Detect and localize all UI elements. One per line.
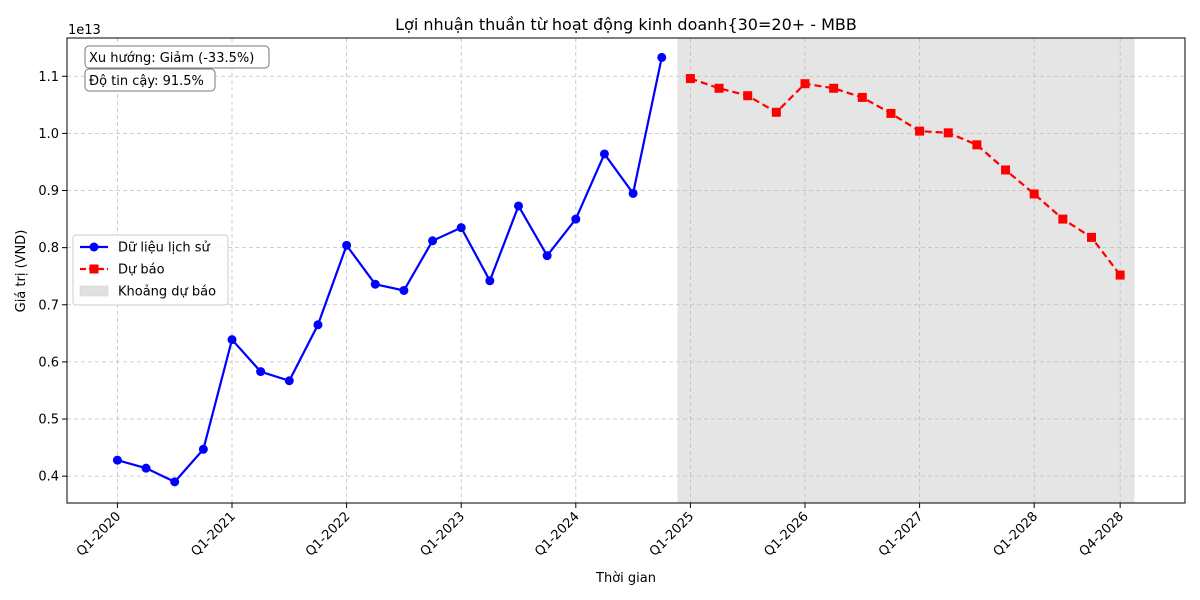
forecast-point [857,92,867,102]
legend-label: Khoảng dự báo [118,285,216,300]
x-tick-label: Q1-2028 [991,509,1041,559]
historical-point [485,276,495,286]
forecast-point [714,83,724,93]
legend-swatch-band [79,285,109,297]
x-axis-label: Thời gian [595,571,656,586]
forecast-point [972,140,982,150]
forecast-point [1029,189,1039,199]
x-tick-label: Q1-2020 [74,509,124,559]
forecast-point [915,126,925,136]
y-tick-label: 1.0 [38,127,59,142]
historical-point [456,223,466,233]
legend-label: Dữ liệu lịch sử [118,241,210,256]
historical-point [514,201,523,211]
annotation-box [84,68,216,92]
forecast-point [685,74,695,84]
y-tick-label: 1.1 [38,70,59,85]
historical-point [571,214,581,224]
historical-point [628,188,638,198]
historical-point [342,240,352,250]
forecast-line [690,77,1122,276]
forecast-point [800,79,810,89]
historical-point [227,335,237,345]
historical-line [117,57,663,484]
y-tick-label: 0.4 [38,470,59,485]
y-axis-label: Giá trị (VND) [14,230,29,313]
forecast-point [771,107,781,117]
historical-point [284,376,294,386]
forecast-point [886,108,896,118]
chart-title: Lợi nhuận thuần từ hoạt động kinh doanh{… [395,15,857,34]
forecast-point [943,128,953,138]
annotation-box [84,45,270,69]
forecast-band [677,38,1135,503]
x-tick-label: Q1-2024 [532,509,582,559]
legend-box [72,234,229,306]
historical-point [198,444,208,454]
legend-marker-historical [89,242,99,252]
x-tick-label: Q1-2022 [303,509,353,559]
y-offset-label: 1e13 [68,23,101,38]
forecast-point [1115,270,1125,280]
historical-point [542,251,552,261]
x-tick-label: Q1-2021 [188,509,238,559]
x-tick-label: Q4-2028 [1077,509,1127,559]
x-tick-label: Q1-2026 [761,509,811,559]
y-tick-label: 0.5 [38,413,59,428]
historical-point [141,463,151,473]
legend-marker-forecast [89,264,99,274]
annotation-text: Độ tin cậy: 91.5% [89,74,204,89]
historical-point [428,236,438,246]
forecast-point [1001,165,1011,175]
forecast-point [743,91,753,101]
forecast-point [829,83,839,93]
plot-frame [66,37,1186,504]
y-tick-label: 0.7 [38,298,59,313]
x-tick-label: Q1-2023 [418,509,468,559]
historical-point [170,477,180,487]
historical-point [112,455,122,465]
y-tick-label: 0.6 [38,355,59,370]
historical-point [657,52,667,62]
forecast-point [1058,214,1068,224]
y-tick-label: 0.9 [38,184,59,199]
forecast-point [1087,232,1096,242]
x-tick-label: Q1-2027 [876,509,926,559]
historical-point [370,279,380,289]
historical-point [256,367,266,377]
historical-point [399,285,409,295]
historical-point [599,149,609,159]
annotation-text: Xu hướng: Giảm (-33.5%) [89,51,254,66]
y-tick-label: 0.8 [38,241,59,256]
historical-point [313,320,323,330]
x-tick-label: Q1-2025 [647,509,697,559]
legend-label: Dự báo [118,263,165,278]
